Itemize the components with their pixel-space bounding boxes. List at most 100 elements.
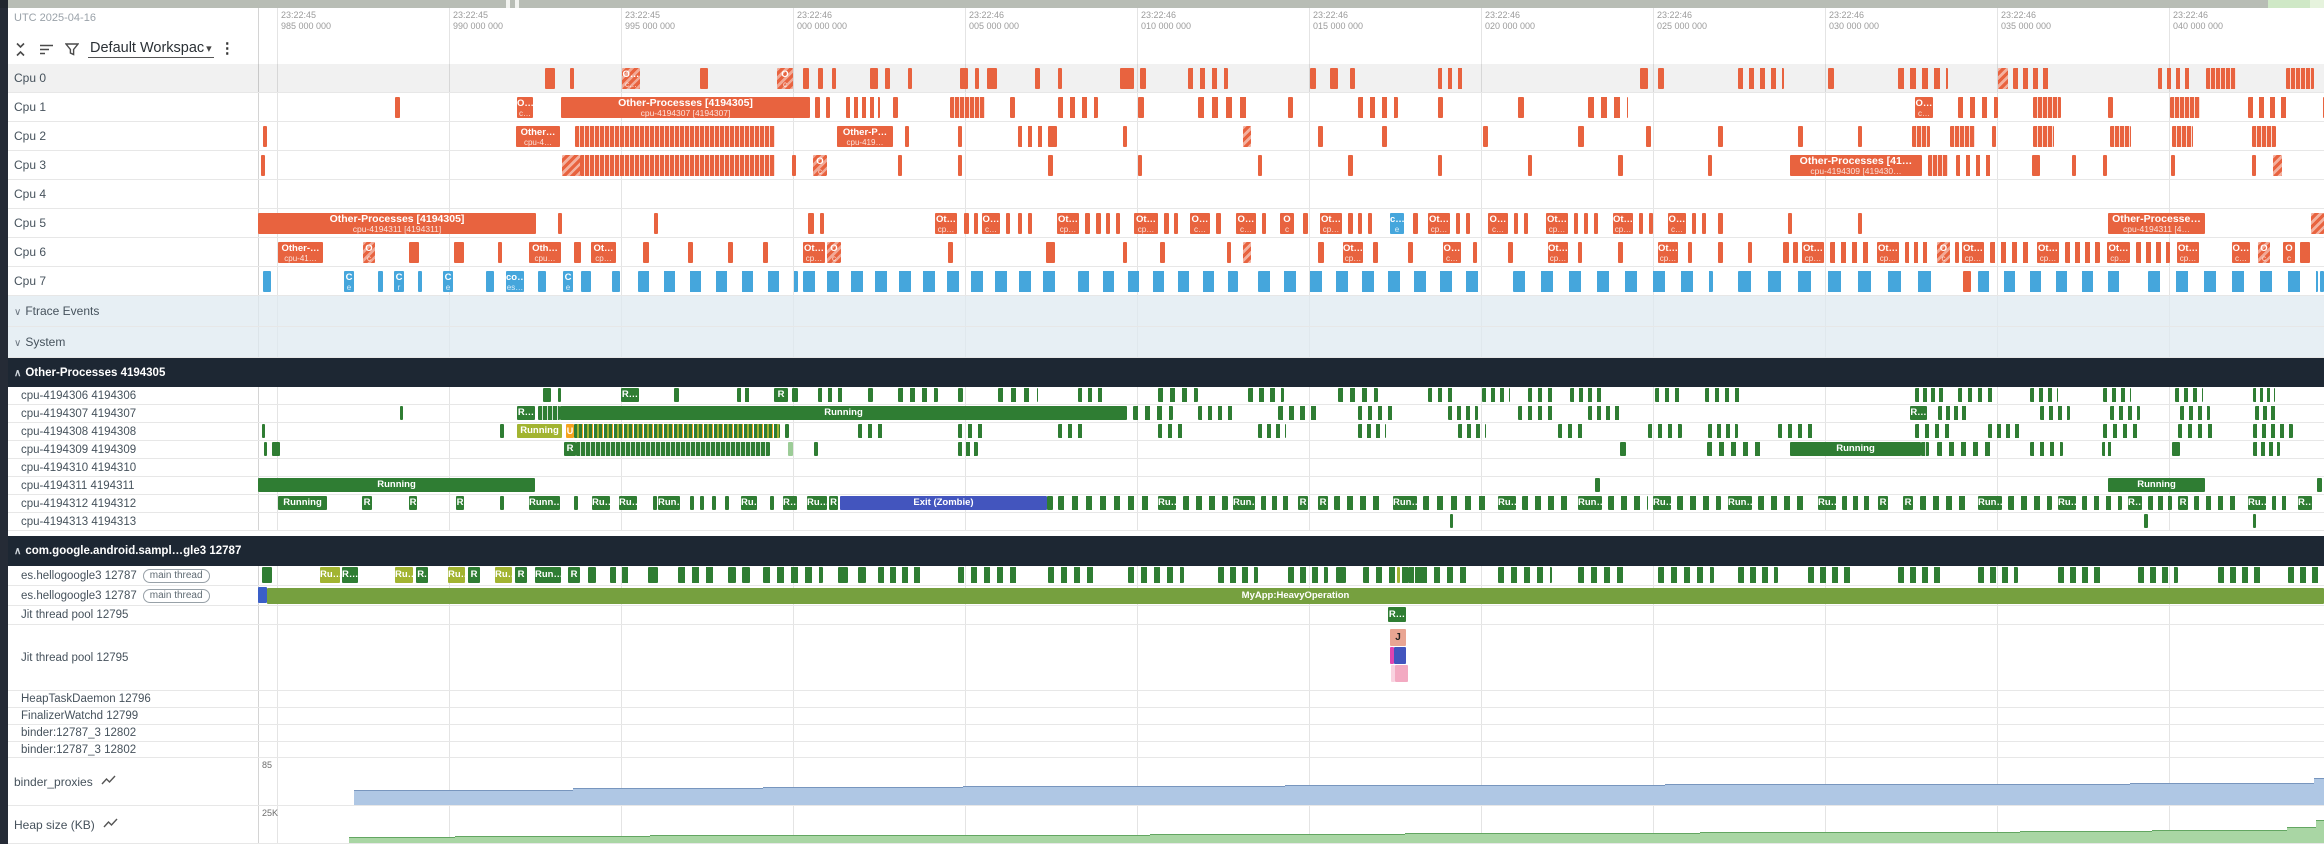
slice-bar[interactable] — [893, 97, 898, 118]
slice-ticks[interactable] — [1738, 271, 1938, 292]
slice-bar[interactable] — [1514, 213, 1518, 234]
slice-dense[interactable] — [1921, 442, 1929, 456]
slice-bar[interactable] — [1620, 442, 1626, 456]
slice-ticks[interactable] — [1258, 424, 1286, 438]
slice-bar[interactable] — [2252, 155, 2256, 176]
slice-ticks[interactable] — [1198, 406, 1234, 420]
slice-bar[interactable] — [792, 388, 798, 402]
slice-bar[interactable] — [1350, 68, 1355, 89]
slice-ticks[interactable] — [2058, 567, 2102, 583]
slice-dense[interactable] — [2170, 97, 2200, 118]
slice-bar[interactable] — [562, 155, 580, 176]
slice-bar[interactable] — [2108, 97, 2113, 118]
track-lane-heap-size[interactable]: 25K — [258, 806, 2324, 843]
thread-state-slice[interactable]: Ru… — [395, 567, 413, 583]
slice-ticks[interactable] — [2255, 406, 2279, 420]
slice-bar[interactable] — [958, 126, 962, 147]
slice-bar[interactable] — [1708, 155, 1712, 176]
track-row-cpu-1[interactable]: Cpu 1 O… c… Other-Processes [4194305] cpu-41… — [0, 93, 2324, 122]
process-slice[interactable]: Other-Processes [41… cpu-4194309 [419430… — [1790, 155, 1922, 176]
slice-bar[interactable] — [2072, 155, 2076, 176]
slice-bar[interactable] — [643, 242, 649, 263]
slice-bar[interactable] — [1578, 242, 1582, 263]
slice-bar[interactable] — [1120, 68, 1134, 89]
track-lane-cpu-4194307[interactable]: R… Running R… — [258, 405, 2324, 422]
slice-ticks[interactable] — [2103, 424, 2139, 438]
slice-bar[interactable] — [1524, 213, 1528, 234]
slice-ticks[interactable] — [846, 97, 880, 118]
slice-dense[interactable] — [2172, 126, 2193, 147]
slice-bar[interactable] — [263, 271, 271, 292]
slice-ticks[interactable] — [610, 567, 634, 583]
slice-ticks[interactable] — [2218, 567, 2262, 583]
slice-bar[interactable] — [558, 388, 561, 402]
thread-state-slice[interactable]: R — [1903, 496, 1913, 510]
labeled-slice[interactable]: Ot… cp… — [935, 213, 957, 234]
slice-dense[interactable] — [2110, 126, 2131, 147]
labeled-slice[interactable]: O… c… — [2232, 242, 2250, 263]
slice-bar[interactable] — [654, 213, 658, 234]
track-lane-jit-thread-pool-slices[interactable]: J — [258, 625, 2324, 690]
slice-bar[interactable] — [803, 68, 809, 89]
thread-state-slice[interactable]: R — [564, 442, 576, 456]
slice-bar[interactable] — [1058, 68, 1062, 89]
sort-tracks-icon[interactable] — [36, 39, 56, 59]
slice-bar[interactable] — [1348, 213, 1353, 234]
track-lane-system[interactable] — [258, 327, 2324, 357]
thread-state-slice[interactable]: Running — [2108, 478, 2205, 492]
slice-bar[interactable] — [545, 68, 555, 89]
slice-bar[interactable] — [788, 442, 793, 456]
slice-ticks[interactable] — [1898, 68, 1948, 89]
slice-bar[interactable] — [272, 442, 280, 456]
track-row-heaptaskdaemon[interactable]: HeapTaskDaemon 12796 — [0, 691, 2324, 708]
labeled-slice[interactable]: O… c… — [1668, 213, 1686, 234]
slice-bar[interactable] — [763, 242, 768, 263]
slice-ticks[interactable] — [1558, 424, 1588, 438]
track-row-jit-thread-pool-states[interactable]: Jit thread pool 12795 R… — [0, 606, 2324, 625]
slice-bar[interactable] — [1096, 213, 1101, 234]
thread-state-slice[interactable]: R. — [416, 567, 428, 583]
thread-state-slice[interactable]: Run… — [1728, 496, 1752, 510]
slice-ticks[interactable] — [998, 388, 1038, 402]
slice-ticks[interactable] — [803, 271, 1058, 292]
slice-bar[interactable] — [725, 496, 729, 510]
slice-bar[interactable] — [500, 496, 504, 510]
slice-bar[interactable] — [742, 567, 750, 583]
slice-ticks[interactable] — [1522, 496, 1572, 510]
slice-bar[interactable] — [1318, 242, 1324, 263]
slice-ticks[interactable] — [1958, 388, 1998, 402]
slice-bar[interactable] — [1858, 126, 1862, 147]
slice-bar[interactable] — [1798, 126, 1803, 147]
slice-bar[interactable] — [818, 68, 823, 89]
slice-ticks[interactable] — [858, 424, 888, 438]
thread-state-slice[interactable]: Ru… — [1653, 496, 1671, 510]
thread-state-slice[interactable]: Ru… — [619, 496, 637, 510]
slice-bar[interactable] — [1595, 478, 1600, 492]
slice-dense[interactable] — [1928, 155, 1948, 176]
slice-ticks[interactable] — [1278, 406, 1318, 420]
slice-bar[interactable] — [1584, 213, 1588, 234]
slice-ticks[interactable] — [1608, 496, 1648, 510]
thread-state-slice[interactable]: Ru… — [2058, 496, 2076, 510]
slice-ticks[interactable] — [1937, 442, 1993, 456]
labeled-slice[interactable]: Ot… cp… — [591, 242, 616, 263]
slice-ticks[interactable] — [1334, 496, 1386, 510]
slice-dense[interactable] — [2252, 126, 2276, 147]
filter-tracks-icon[interactable] — [62, 39, 82, 59]
thread-state-slice[interactable]: R… — [2298, 496, 2312, 510]
slice-ticks[interactable] — [1423, 496, 1491, 510]
thread-state-slice[interactable]: Ru… — [807, 496, 827, 510]
thread-state-slice[interactable]: Running — [1790, 442, 1921, 456]
slice-ticks[interactable] — [1048, 567, 1098, 583]
thread-state-slice[interactable]: Running — [258, 478, 535, 492]
slice-ticks[interactable] — [1458, 424, 1486, 438]
